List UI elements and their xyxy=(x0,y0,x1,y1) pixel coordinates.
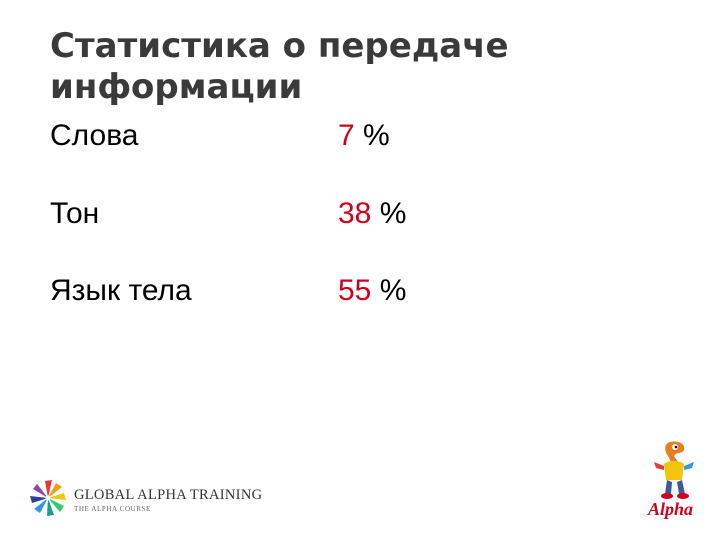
pinwheel-logo-icon xyxy=(30,480,66,516)
alpha-mascot-icon xyxy=(654,441,694,499)
percent-sign: % xyxy=(363,119,390,152)
logo-subtitle: THE ALPHA COURSE xyxy=(74,505,151,513)
stat-label: Слова xyxy=(50,119,139,152)
slide-title: Статистика о передаче информации xyxy=(50,26,570,108)
stat-label: Тон xyxy=(50,197,100,230)
stat-number: 7 xyxy=(338,119,355,152)
stat-row-words: Слова 7 % xyxy=(50,116,470,156)
percent-sign: % xyxy=(379,274,407,307)
alpha-wordmark: Alpha xyxy=(648,499,694,519)
stat-value: 55 % xyxy=(338,271,406,311)
percent-sign: % xyxy=(379,197,407,230)
stat-label: Язык тела xyxy=(50,274,192,307)
stat-row-tone: Тон 38 % xyxy=(50,194,470,234)
logo-title: GLOBAL ALPHA TRAINING xyxy=(74,487,263,503)
title-line-1: Статистика о передаче xyxy=(50,26,509,66)
stat-value: 7 % xyxy=(338,116,390,156)
stat-number: 55 xyxy=(338,274,372,307)
global-alpha-training-logo: GLOBAL ALPHA TRAINING THE ALPHA COURSE xyxy=(28,478,262,518)
title-line-2: информации xyxy=(50,67,303,107)
stat-row-body-language: Язык тела 55 % xyxy=(50,271,470,311)
stat-number: 38 xyxy=(338,197,372,230)
stat-value: 38 % xyxy=(338,194,406,234)
